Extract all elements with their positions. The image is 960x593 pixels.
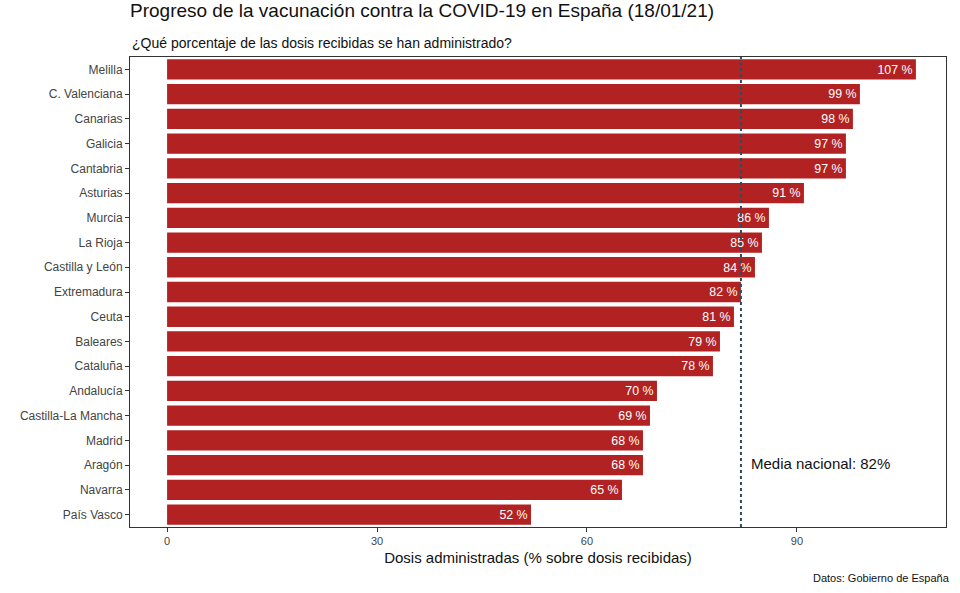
svg-text:86 %: 86 % [737,211,765,225]
svg-text:84 %: 84 % [723,261,751,275]
svg-text:98 %: 98 % [821,112,849,126]
svg-text:Cataluña: Cataluña [75,359,123,373]
svg-text:La Rioja: La Rioja [79,236,123,250]
svg-text:Melilla: Melilla [89,63,123,77]
svg-text:Dosis administradas (% sobre d: Dosis administradas (% sobre dosis recib… [384,549,692,566]
svg-text:78 %: 78 % [681,359,709,373]
svg-text:Canarias: Canarias [75,112,123,126]
svg-text:Aragón: Aragón [84,458,123,472]
svg-text:90: 90 [791,535,803,547]
svg-text:70 %: 70 % [625,384,653,398]
svg-text:Castilla-La Mancha: Castilla-La Mancha [20,409,123,423]
svg-text:52 %: 52 % [499,508,527,522]
svg-text:68 %: 68 % [611,458,639,472]
svg-text:79 %: 79 % [688,335,716,349]
svg-text:91 %: 91 % [772,186,800,200]
svg-text:Andalucía: Andalucía [69,384,123,398]
svg-text:Baleares: Baleares [75,335,122,349]
svg-text:97 %: 97 % [814,137,842,151]
svg-text:68 %: 68 % [611,434,639,448]
svg-text:¿Qué porcentaje de las dosis r: ¿Qué porcentaje de las dosis recibidas s… [132,35,512,51]
svg-text:País Vasco: País Vasco [63,508,123,522]
svg-text:Media nacional: 82%: Media nacional: 82% [751,455,890,472]
svg-text:65 %: 65 % [590,483,618,497]
svg-text:60: 60 [581,535,593,547]
svg-text:Asturias: Asturias [79,186,122,200]
svg-text:Progreso de la vacunación cont: Progreso de la vacunación contra la COVI… [130,0,714,21]
svg-text:Madrid: Madrid [86,434,123,448]
svg-text:C. Valenciana: C. Valenciana [49,87,123,101]
svg-text:Cantabria: Cantabria [71,162,123,176]
svg-text:Datos: Gobierno de España: Datos: Gobierno de España [813,572,950,584]
svg-text:Murcia: Murcia [87,211,123,225]
svg-text:69 %: 69 % [618,409,646,423]
svg-text:99 %: 99 % [828,87,856,101]
svg-text:107 %: 107 % [877,63,912,77]
svg-text:Ceuta: Ceuta [91,310,123,324]
svg-text:Navarra: Navarra [80,483,123,497]
svg-text:0: 0 [164,535,170,547]
svg-text:85 %: 85 % [730,236,758,250]
svg-text:97 %: 97 % [814,162,842,176]
svg-text:82 %: 82 % [709,285,737,299]
svg-text:81 %: 81 % [702,310,730,324]
svg-text:Castilla y León: Castilla y León [44,260,123,274]
svg-text:Extremadura: Extremadura [54,285,123,299]
svg-text:Galicia: Galicia [86,137,123,151]
svg-text:30: 30 [371,535,383,547]
